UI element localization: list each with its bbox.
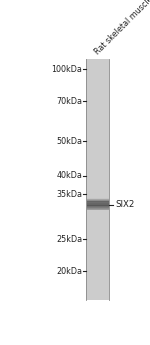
Text: SIX2: SIX2 — [116, 200, 135, 209]
Text: 40kDa: 40kDa — [56, 171, 82, 180]
Bar — [87, 203, 109, 204]
Bar — [87, 208, 109, 209]
Bar — [87, 204, 109, 205]
Bar — [87, 198, 109, 199]
Bar — [87, 208, 109, 209]
Bar — [87, 200, 109, 201]
Bar — [87, 209, 109, 210]
Text: 50kDa: 50kDa — [56, 137, 82, 146]
Text: 20kDa: 20kDa — [56, 267, 82, 276]
Bar — [87, 203, 109, 204]
Bar — [87, 206, 109, 207]
Bar — [87, 200, 109, 201]
Bar — [86, 59, 110, 300]
Bar — [87, 200, 109, 201]
Bar — [87, 203, 109, 204]
Bar — [87, 202, 109, 203]
Bar — [87, 206, 109, 207]
Bar — [87, 205, 109, 206]
Text: 70kDa: 70kDa — [56, 97, 82, 106]
Bar — [87, 207, 109, 208]
Bar — [87, 209, 109, 210]
Bar — [87, 210, 109, 211]
Bar — [87, 198, 109, 199]
Text: Rat skeletal muscle: Rat skeletal muscle — [93, 0, 150, 56]
Text: 25kDa: 25kDa — [56, 235, 82, 244]
Text: 35kDa: 35kDa — [56, 190, 82, 199]
Bar — [87, 199, 109, 200]
Bar — [87, 201, 109, 202]
Text: 100kDa: 100kDa — [51, 65, 82, 74]
Bar — [87, 201, 109, 202]
Bar — [87, 199, 109, 200]
Bar — [87, 205, 109, 206]
Bar — [87, 208, 109, 209]
Bar — [87, 207, 109, 208]
Bar — [87, 202, 109, 203]
Bar — [87, 204, 109, 205]
